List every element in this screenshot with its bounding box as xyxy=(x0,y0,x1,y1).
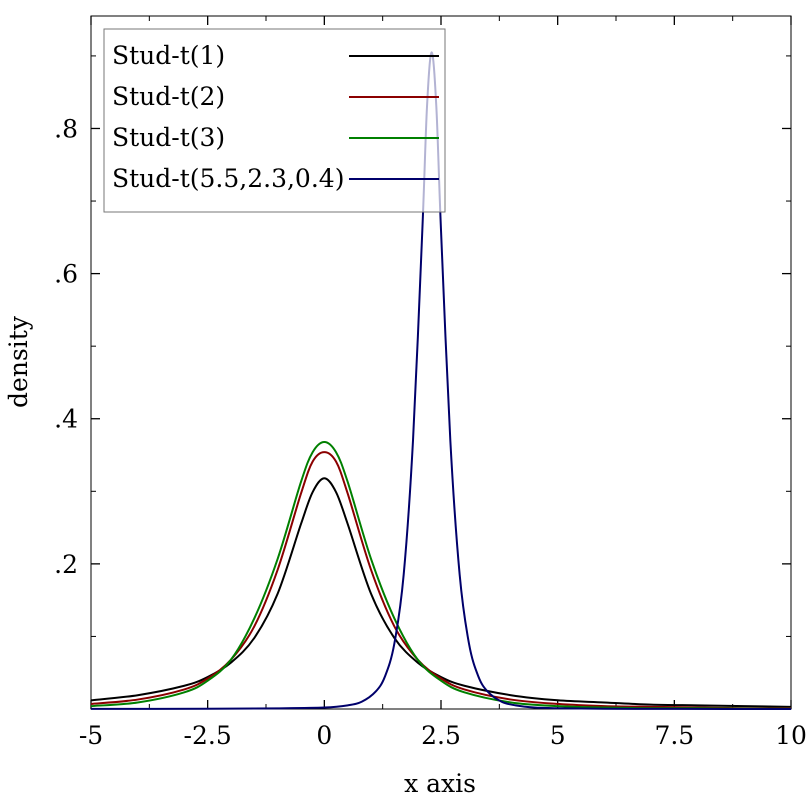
x-tick-label: -5 xyxy=(79,721,103,750)
legend-box xyxy=(103,28,446,213)
y-axis-label: density xyxy=(4,315,33,408)
x-tick-label: 5 xyxy=(550,721,566,750)
tick-labels: -5 -2.5 0 2.5 5 7.5 10 .2 .4 .6 .8 xyxy=(54,114,807,750)
legend: Stud-t(1) Stud-t(2) Stud-t(3) Stud-t(5.5,2.… xyxy=(103,28,446,213)
series-line-1 xyxy=(90,477,792,708)
y-tick-label: .6 xyxy=(54,260,78,289)
x-tick-label: 0 xyxy=(316,721,332,750)
y-tick-label: .4 xyxy=(54,405,78,434)
legend-label: Stud-t(3) xyxy=(112,123,225,152)
x-tick-label: -2.5 xyxy=(184,721,232,750)
x-tick-label: 7.5 xyxy=(654,721,694,750)
x-tick-label: 2.5 xyxy=(421,721,461,750)
x-axis-label: x axis xyxy=(404,769,476,798)
y-tick-label: .2 xyxy=(54,550,78,579)
legend-label: Stud-t(2) xyxy=(112,82,225,111)
series-line-3 xyxy=(90,440,792,710)
legend-label: Stud-t(5.5,2.3,0.4) xyxy=(112,164,344,193)
x-tick-label: 10 xyxy=(775,721,807,750)
y-tick-label: .8 xyxy=(54,114,78,143)
legend-label: Stud-t(1) xyxy=(112,41,225,70)
